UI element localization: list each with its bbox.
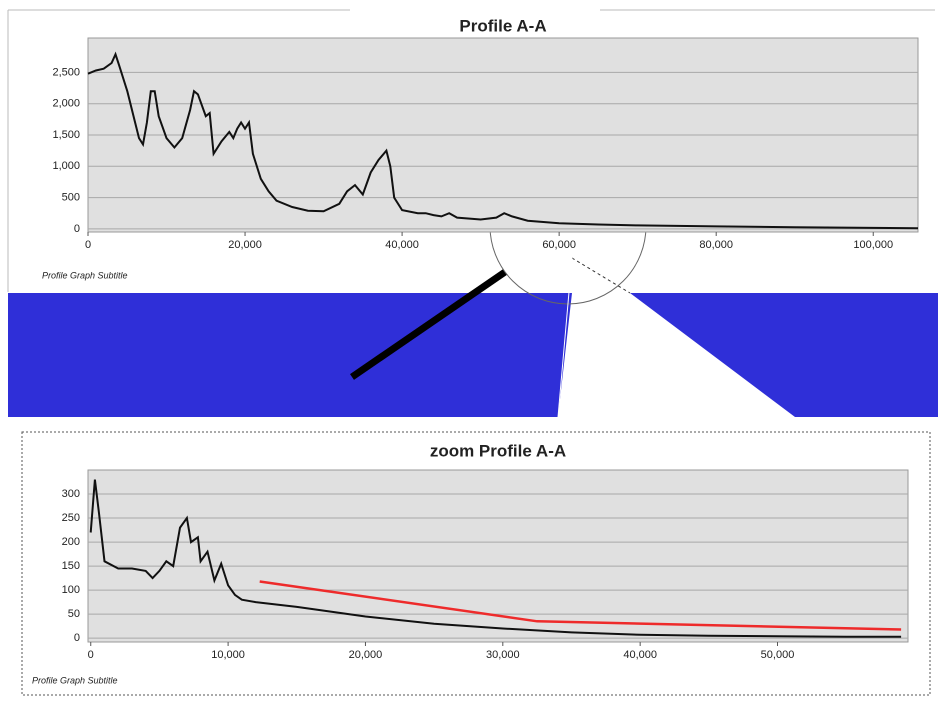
y-tick-label: 300	[62, 488, 80, 500]
x-tick-label: 10,000	[211, 649, 245, 661]
y-tick-label: 2,000	[52, 98, 80, 110]
x-tick-label: 40,000	[385, 239, 419, 251]
y-tick-label: 2,500	[52, 66, 80, 78]
y-tick-label: 1,500	[52, 129, 80, 141]
x-tick-label: 80,000	[699, 239, 733, 251]
x-tick-label: 40,000	[623, 649, 657, 661]
y-tick-label: 0	[74, 632, 80, 644]
chart-title: zoom Profile A-A	[430, 441, 566, 460]
x-tick-label: 0	[85, 239, 91, 251]
y-tick-label: 1,000	[52, 160, 80, 172]
chart-title: Profile A-A	[459, 16, 546, 35]
screenshot: Profile A-A05001,0001,5002,0002,500020,0…	[0, 0, 938, 698]
chart-subtitle: Profile Graph Subtitle	[42, 270, 128, 280]
y-tick-label: 200	[62, 536, 80, 548]
blue-band	[8, 293, 938, 417]
y-tick-label: 50	[68, 608, 80, 620]
y-tick-label: 0	[74, 223, 80, 235]
y-tick-label: 100	[62, 584, 80, 596]
x-tick-label: 20,000	[349, 649, 383, 661]
x-tick-label: 20,000	[228, 239, 262, 251]
x-tick-label: 60,000	[542, 239, 576, 251]
x-tick-label: 50,000	[761, 649, 795, 661]
y-tick-label: 150	[62, 560, 80, 572]
x-tick-label: 30,000	[486, 649, 520, 661]
x-tick-label: 100,000	[853, 239, 893, 251]
x-tick-label: 0	[88, 649, 94, 661]
chart-subtitle: Profile Graph Subtitle	[32, 675, 118, 685]
y-tick-label: 500	[62, 191, 80, 203]
y-tick-label: 250	[62, 512, 80, 524]
